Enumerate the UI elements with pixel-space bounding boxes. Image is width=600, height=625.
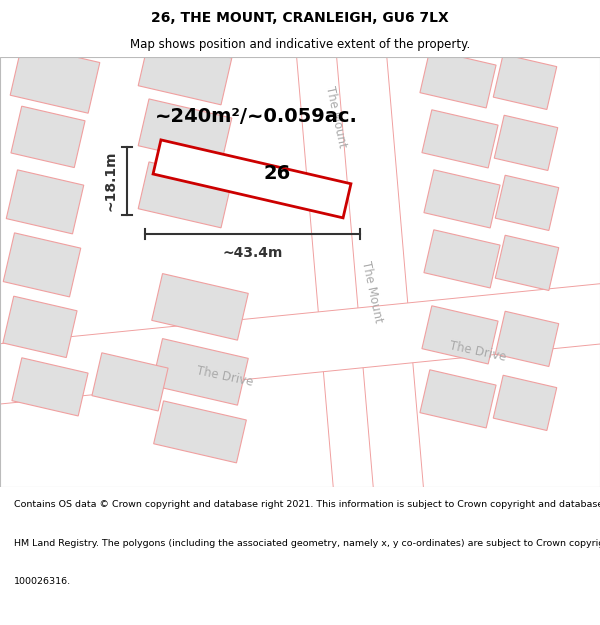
Text: ~18.1m: ~18.1m: [103, 151, 117, 211]
Polygon shape: [420, 50, 496, 108]
Polygon shape: [152, 274, 248, 340]
Polygon shape: [493, 375, 557, 431]
Polygon shape: [0, 282, 600, 407]
Polygon shape: [11, 106, 85, 168]
Text: The Mount: The Mount: [323, 85, 349, 149]
Polygon shape: [138, 162, 232, 228]
Text: Contains OS data © Crown copyright and database right 2021. This information is : Contains OS data © Crown copyright and d…: [14, 500, 600, 509]
Polygon shape: [295, 35, 385, 509]
Text: 26: 26: [263, 164, 290, 183]
Text: The Drive: The Drive: [196, 364, 254, 389]
Text: The Drive: The Drive: [449, 339, 508, 364]
Polygon shape: [3, 233, 81, 297]
Polygon shape: [424, 230, 500, 288]
Polygon shape: [494, 115, 558, 171]
Polygon shape: [153, 140, 351, 218]
Text: The Mount: The Mount: [359, 260, 385, 324]
Polygon shape: [138, 39, 232, 105]
Text: ~43.4m: ~43.4m: [223, 246, 283, 260]
Polygon shape: [422, 306, 498, 364]
Polygon shape: [12, 357, 88, 416]
Polygon shape: [493, 54, 557, 109]
Polygon shape: [3, 296, 77, 358]
Polygon shape: [6, 170, 84, 234]
Text: 100026316.: 100026316.: [14, 577, 71, 586]
Polygon shape: [10, 44, 100, 113]
Polygon shape: [138, 99, 232, 165]
Polygon shape: [335, 35, 425, 509]
Polygon shape: [420, 370, 496, 428]
Polygon shape: [92, 352, 168, 411]
Text: Map shows position and indicative extent of the property.: Map shows position and indicative extent…: [130, 38, 470, 51]
Polygon shape: [495, 175, 559, 231]
Text: HM Land Registry. The polygons (including the associated geometry, namely x, y c: HM Land Registry. The polygons (includin…: [14, 539, 600, 548]
Text: 26, THE MOUNT, CRANLEIGH, GU6 7LX: 26, THE MOUNT, CRANLEIGH, GU6 7LX: [151, 11, 449, 24]
Polygon shape: [152, 339, 248, 405]
Polygon shape: [154, 401, 247, 463]
Polygon shape: [422, 110, 498, 168]
Polygon shape: [495, 235, 559, 291]
Text: ~240m²/~0.059ac.: ~240m²/~0.059ac.: [155, 107, 358, 126]
Polygon shape: [495, 311, 559, 366]
Polygon shape: [424, 170, 500, 228]
